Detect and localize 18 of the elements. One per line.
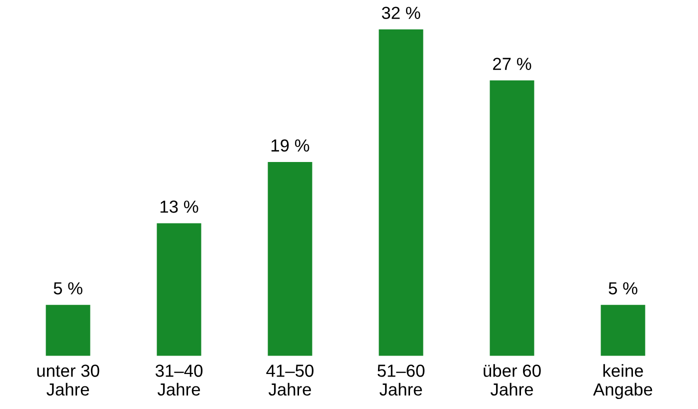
data-label: 5 % xyxy=(608,282,638,294)
data-label: 32 % xyxy=(382,6,420,20)
x-tick-label: 31–40 Jahre xyxy=(156,364,202,396)
bar xyxy=(490,80,534,356)
x-tick-label: 51–60 Jahre xyxy=(378,364,424,396)
x-tick-label: unter 30 Jahre xyxy=(37,364,100,396)
bar xyxy=(268,162,312,356)
bar xyxy=(156,223,202,356)
data-label: 5 % xyxy=(54,282,82,294)
data-label: 13 % xyxy=(160,200,198,213)
x-tick-label: keine Angabe xyxy=(593,364,652,400)
bar xyxy=(46,304,90,356)
x-tick-label: über 60 Jahre xyxy=(484,364,541,396)
bar xyxy=(378,29,424,356)
bar xyxy=(600,304,646,356)
data-label: 27 % xyxy=(493,58,532,70)
data-label: 19 % xyxy=(272,139,310,152)
x-tick-label: 41–50 Jahre xyxy=(266,364,314,396)
